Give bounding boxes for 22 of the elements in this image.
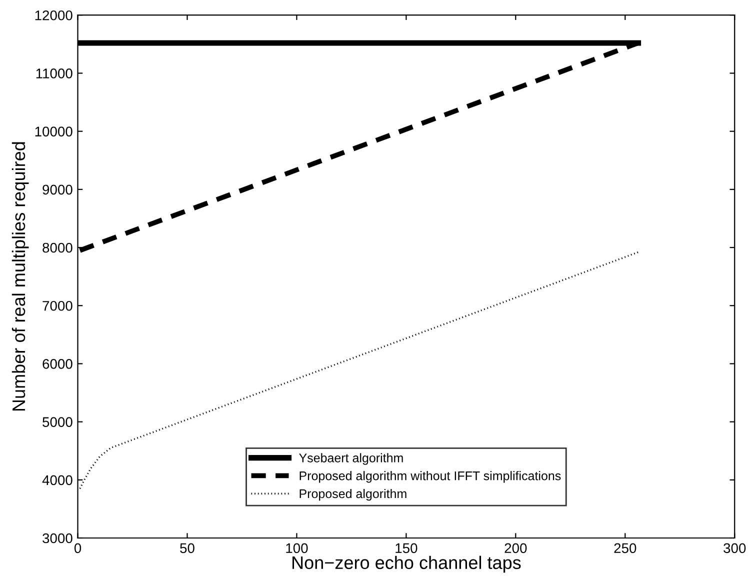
- x-tick-label: 300: [724, 543, 746, 554]
- legend-label: Proposed algorithm without IFFT simplifications: [300, 471, 561, 483]
- y-tick-label: 5000: [42, 417, 72, 427]
- y-tick-label: 12000: [35, 10, 72, 20]
- y-tick-label: 4000: [42, 475, 72, 486]
- legend-label: Ysebaert algorithm: [299, 453, 403, 465]
- x-tick-label: 100: [286, 543, 308, 554]
- y-tick-label: 9000: [42, 184, 72, 195]
- y-tick-label: 8000: [42, 242, 72, 253]
- y-tick-label: 10000: [35, 126, 72, 136]
- x-tick-label: 250: [614, 543, 636, 554]
- y-tick-label: 11000: [36, 68, 72, 78]
- x-axis-title: Non−zero echo channel taps: [292, 556, 521, 573]
- y-tick-label: 7000: [42, 300, 72, 311]
- y-tick-label: 6000: [42, 359, 72, 369]
- legend-label: Proposed algorithm: [300, 488, 406, 501]
- x-tick-label: 0: [74, 543, 82, 554]
- x-tick-label: 200: [504, 543, 527, 554]
- y-axis-title: Number of real multiplies required: [12, 142, 29, 411]
- x-tick-label: 150: [396, 543, 418, 554]
- x-tick-label: 50: [180, 543, 194, 554]
- y-tick-label: 3000: [42, 533, 72, 544]
